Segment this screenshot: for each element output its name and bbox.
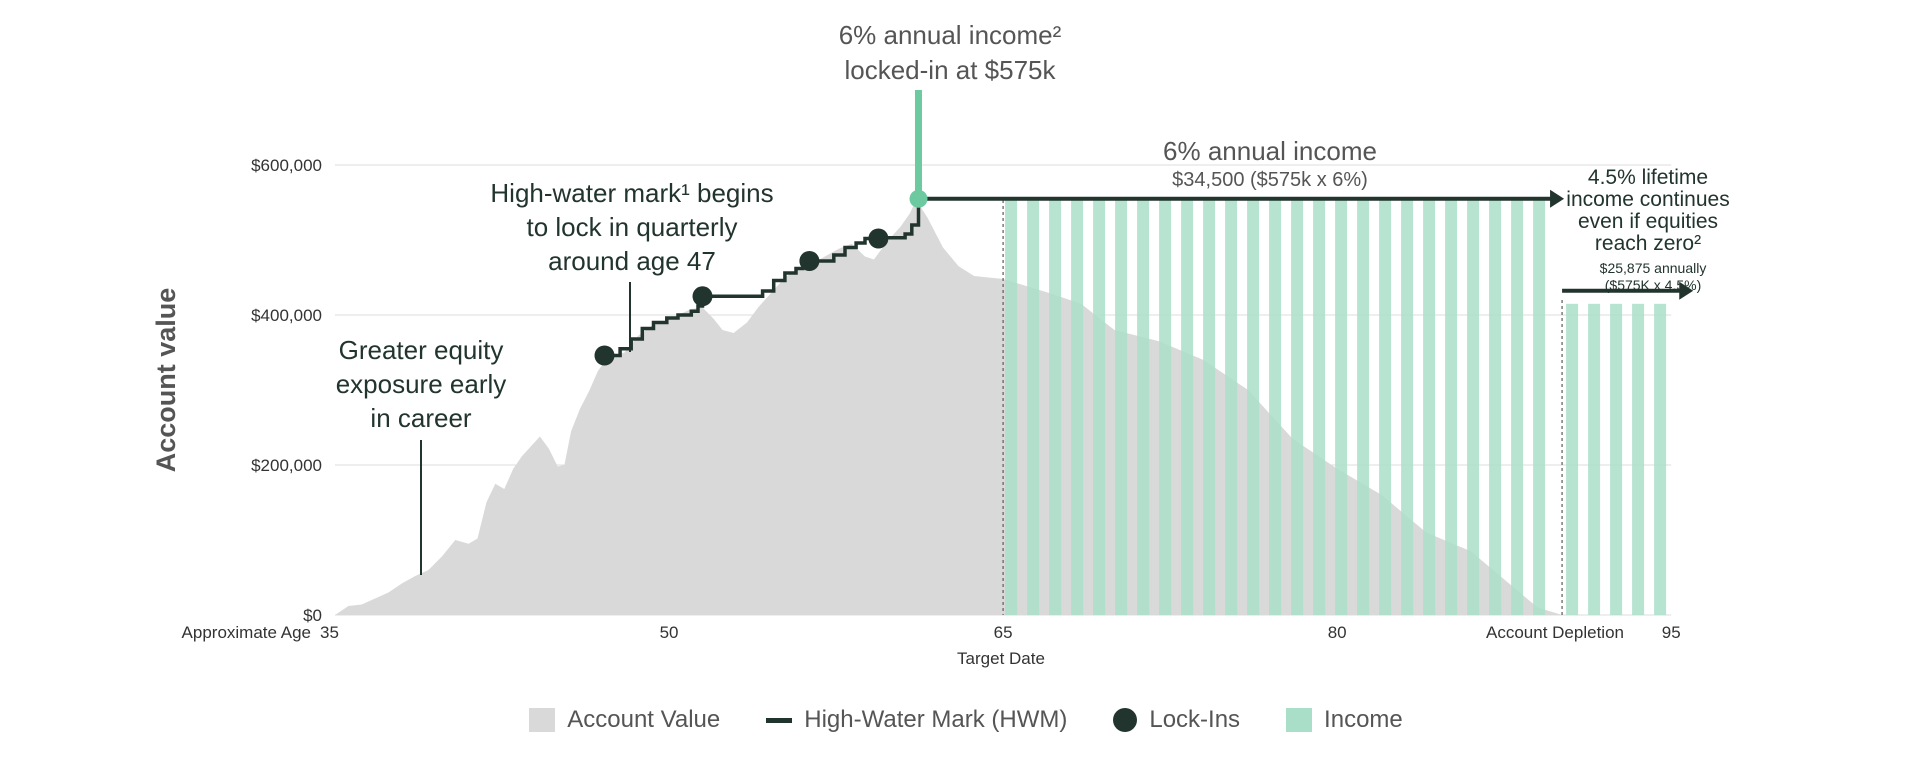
account-value-area — [335, 200, 1563, 616]
annotation-hwm-line3: around age 47 — [548, 246, 716, 276]
income-bar — [1005, 198, 1018, 616]
annotation-lifetime-line4: reach zero² — [1595, 232, 1701, 255]
y-tick-label: $200,000 — [251, 456, 322, 475]
reference-lines-layer — [918, 189, 1694, 615]
annotation-equity-line1: Greater equity — [339, 335, 504, 365]
tick-labels-layer: $0 $200,000 $400,000 $600,000 35 50 65 80 95 — [251, 156, 1681, 642]
annotation-lifetime-line1: 4.5% lifetime — [1588, 166, 1708, 189]
income-bar — [1291, 198, 1304, 616]
y-axis-title: Account value — [151, 288, 181, 473]
annotation-hwm-line1: High-water mark¹ begins — [490, 178, 773, 208]
x-axis-title: Approximate Age — [182, 623, 311, 642]
account-value-area-layer — [335, 200, 1563, 616]
y-tick-label: $400,000 — [251, 306, 322, 325]
annotation-lifetime-line3: even if equities — [1578, 210, 1718, 233]
legend-swatch-hwm — [766, 717, 793, 723]
x-tick-label: 65 — [994, 623, 1013, 642]
income-bar — [1159, 198, 1172, 616]
x-tick-label: 80 — [1328, 623, 1347, 642]
lockin-dots-layer — [594, 189, 928, 366]
y-tick-label: $0 — [303, 606, 322, 625]
x-tick-label: 95 — [1662, 623, 1681, 642]
income-bar — [1566, 303, 1579, 616]
income-bar — [1533, 198, 1546, 616]
lifetime-income-arrow-head — [1679, 281, 1694, 300]
legend-swatch-income — [1286, 708, 1313, 732]
annotation-income-title: 6% annual income — [1163, 136, 1377, 166]
lockin-dot — [799, 251, 820, 271]
income-bar — [1445, 198, 1458, 616]
income-bar — [1632, 303, 1645, 616]
annotation-lockin-line2: locked-in at $575k — [844, 55, 1056, 85]
income-bar — [1093, 198, 1106, 616]
income-bar — [1027, 198, 1040, 616]
legend-label-lockins: Lock-Ins — [1149, 706, 1241, 733]
income-bars-layer — [1005, 198, 1667, 616]
income-bar — [1357, 198, 1370, 616]
annotation-lifetime-line2: income continues — [1566, 188, 1729, 211]
annotation-income-sub: $34,500 ($575k x 6%) — [1172, 169, 1368, 191]
legend-label-income: Income — [1324, 706, 1403, 733]
income-bar — [1467, 198, 1480, 616]
legend-swatch-account-value — [529, 708, 556, 732]
lockin-highlight-bar — [914, 90, 922, 199]
legend-item-income: Income — [1286, 706, 1403, 734]
income-bar — [1610, 303, 1623, 616]
annotation-equity-line2: exposure early — [336, 369, 507, 399]
income-bar — [1379, 198, 1392, 616]
legend-label-account-value: Account Value — [567, 706, 721, 733]
annotation-hwm-line2: to lock in quarterly — [527, 212, 738, 242]
x-tick-label: 50 — [660, 623, 679, 642]
annotation-lockin-line1: 6% annual income² — [839, 20, 1062, 50]
income-bar — [1225, 198, 1238, 616]
income-bar — [1313, 198, 1326, 616]
income-bar — [1137, 198, 1150, 616]
target-date-label: Target Date — [957, 649, 1045, 668]
income-bar — [1654, 303, 1667, 616]
annotation-equity-line3: in career — [370, 403, 471, 433]
income-bar — [1269, 198, 1282, 616]
income-bar — [1423, 198, 1436, 616]
legend-item-lockins: Lock-Ins — [1113, 706, 1240, 734]
x-tick-label: 35 — [320, 623, 339, 642]
annotation-lifetime-sub2: ($575K x 4.5%) — [1605, 277, 1702, 293]
legend-item-hwm: High-Water Mark (HWM) — [766, 706, 1067, 734]
legend-swatch-lockins — [1113, 708, 1138, 732]
income-bar — [1115, 198, 1128, 616]
chart: $0 $200,000 $400,000 $600,000 35 50 65 80 95 Acc… — [151, 20, 1730, 668]
legend-label-hwm: High-Water Mark (HWM) — [804, 706, 1068, 733]
income-bar — [1511, 198, 1524, 616]
income-bar — [1049, 198, 1062, 616]
legend-item-account-value: Account Value — [529, 706, 720, 734]
income-bar — [1071, 198, 1084, 616]
income-bar — [1588, 303, 1601, 616]
annotation-lifetime-sub1: $25,875 annually — [1600, 260, 1707, 276]
lockin-dot — [868, 228, 889, 249]
y-tick-label: $600,000 — [251, 156, 322, 175]
lockin-dot — [692, 286, 713, 307]
income-bar — [1203, 198, 1216, 616]
income-arrow-head — [1550, 189, 1565, 208]
lockin-dot-retirement — [909, 189, 928, 208]
income-bar — [1335, 198, 1348, 616]
income-bar — [1247, 198, 1260, 616]
account-depletion-label: Account Depletion — [1486, 623, 1624, 642]
income-bar — [1181, 198, 1194, 616]
legend: Account Value High-Water Mark (HWM) Lock… — [0, 700, 1932, 740]
income-bar — [1401, 198, 1414, 616]
income-bar — [1489, 198, 1502, 616]
lockin-dot — [594, 345, 615, 366]
